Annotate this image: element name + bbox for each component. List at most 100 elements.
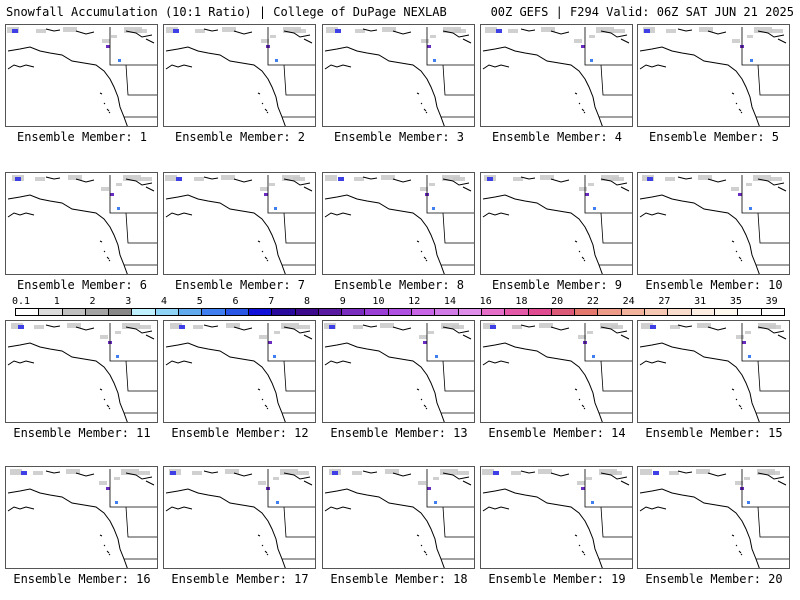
ensemble-member-caption: Ensemble Member: 2 xyxy=(174,130,306,144)
color-scale-box xyxy=(109,309,133,315)
ensemble-map-panel xyxy=(163,24,316,127)
color-scale-box xyxy=(39,309,63,315)
color-scale-box xyxy=(179,309,203,315)
ensemble-member-caption: Ensemble Member: 10 xyxy=(645,278,783,292)
color-scale-box xyxy=(575,309,599,315)
color-scale-box xyxy=(435,309,459,315)
ensemble-map-panel xyxy=(163,320,316,423)
ensemble-map-panel xyxy=(637,466,790,569)
ensemble-member-caption: Ensemble Member: 13 xyxy=(330,426,468,440)
ensemble-member-caption: Ensemble Member: 5 xyxy=(648,130,780,144)
color-scale-label: 27 xyxy=(658,296,671,307)
color-scale-label: 35 xyxy=(729,296,742,307)
ensemble-map-panel xyxy=(322,466,475,569)
color-scale-label: 1 xyxy=(53,296,60,307)
ensemble-map-panel xyxy=(480,172,633,275)
color-scale-box xyxy=(645,309,669,315)
ensemble-map-panel xyxy=(480,24,633,127)
ensemble-map-panel xyxy=(5,466,158,569)
ensemble-member-caption: Ensemble Member: 12 xyxy=(171,426,309,440)
color-scale-box xyxy=(365,309,389,315)
color-scale-box xyxy=(761,309,784,315)
ensemble-member-caption: Ensemble Member: 16 xyxy=(13,572,151,586)
color-scale-label: 31 xyxy=(694,296,707,307)
color-scale-box xyxy=(132,309,156,315)
ensemble-map-panel xyxy=(637,320,790,423)
color-scale-box xyxy=(528,309,552,315)
color-scale-box xyxy=(598,309,622,315)
color-scale-box xyxy=(668,309,692,315)
ensemble-map-panel xyxy=(637,24,790,127)
ensemble-map-panel xyxy=(322,24,475,127)
color-scale-box xyxy=(481,309,506,315)
ensemble-member-caption: Ensemble Member: 20 xyxy=(645,572,783,586)
ensemble-member-caption: Ensemble Member: 11 xyxy=(13,426,151,440)
color-scale-label: 20 xyxy=(551,296,564,307)
ensemble-map-panel xyxy=(5,24,158,127)
ensemble-member-caption: Ensemble Member: 1 xyxy=(16,130,148,144)
ensemble-member-caption: Ensemble Member: 14 xyxy=(488,426,626,440)
color-scale-box xyxy=(621,309,646,315)
ensemble-map-panel xyxy=(637,172,790,275)
ensemble-map-panel xyxy=(5,172,158,275)
ensemble-member-caption: Ensemble Member: 7 xyxy=(174,278,306,292)
color-scale-label: 39 xyxy=(765,296,778,307)
color-scale-label: 6 xyxy=(232,296,239,307)
ensemble-member-caption: Ensemble Member: 18 xyxy=(330,572,468,586)
color-scale-box xyxy=(202,309,226,315)
model-run-info: 00Z GEFS | F294 Valid: 06Z SAT JUN 21 20… xyxy=(490,5,794,19)
color-scale-labels: 0.1 1 2 3 4 5 6 7 8 9 10 12 14 16 18 20 22 24 27 31 35 39 xyxy=(11,296,785,308)
ensemble-member-caption: Ensemble Member: 19 xyxy=(488,572,626,586)
ensemble-member-caption: Ensemble Member: 4 xyxy=(491,130,623,144)
ensemble-map-panel xyxy=(5,320,158,423)
ensemble-map-panel xyxy=(480,466,633,569)
color-scale-box xyxy=(551,309,576,315)
color-scale-box xyxy=(458,309,482,315)
color-scale-label: 12 xyxy=(408,296,421,307)
color-scale-label: 18 xyxy=(515,296,528,307)
color-scale-box xyxy=(272,309,296,315)
color-scale-legend: 0.1 1 2 3 4 5 6 7 8 9 10 12 14 16 18 20 22 24 27 31 35 39 xyxy=(11,296,785,316)
color-scale-label: 10 xyxy=(372,296,385,307)
ensemble-map-panel xyxy=(322,320,475,423)
color-scale-box xyxy=(295,309,319,315)
color-scale-box xyxy=(388,309,413,315)
ensemble-member-caption: Ensemble Member: 9 xyxy=(491,278,623,292)
color-scale-box xyxy=(342,309,366,315)
color-scale-boxes xyxy=(15,308,785,316)
chart-title: Snowfall Accumulation (10:1 Ratio) | Col… xyxy=(6,5,447,19)
ensemble-map-panel xyxy=(163,466,316,569)
color-scale-box xyxy=(738,309,762,315)
color-scale-label: 16 xyxy=(479,296,492,307)
color-scale-label: 14 xyxy=(443,296,456,307)
color-scale-label: 0.1 xyxy=(11,296,31,307)
color-scale-label: 5 xyxy=(196,296,203,307)
color-scale-box xyxy=(85,309,110,315)
ensemble-map-panel xyxy=(163,172,316,275)
ensemble-member-caption: Ensemble Member: 8 xyxy=(333,278,465,292)
color-scale-box xyxy=(62,309,86,315)
ensemble-member-caption: Ensemble Member: 3 xyxy=(333,130,465,144)
color-scale-box xyxy=(318,309,343,315)
ensemble-map-panel xyxy=(480,320,633,423)
color-scale-box xyxy=(225,309,249,315)
color-scale-label: 3 xyxy=(125,296,132,307)
color-scale-box xyxy=(16,309,40,315)
color-scale-label: 8 xyxy=(303,296,310,307)
color-scale-label: 24 xyxy=(622,296,635,307)
color-scale-label: 7 xyxy=(268,296,275,307)
color-scale-box xyxy=(691,309,715,315)
color-scale-box xyxy=(505,309,529,315)
ensemble-member-caption: Ensemble Member: 17 xyxy=(171,572,309,586)
color-scale-box xyxy=(714,309,739,315)
color-scale-box xyxy=(412,309,436,315)
color-scale-box xyxy=(248,309,273,315)
ensemble-member-caption: Ensemble Member: 15 xyxy=(645,426,783,440)
color-scale-label: 2 xyxy=(89,296,96,307)
color-scale-label: 4 xyxy=(160,296,167,307)
color-scale-box xyxy=(155,309,180,315)
color-scale-label: 22 xyxy=(586,296,599,307)
color-scale-label: 9 xyxy=(339,296,346,307)
ensemble-member-caption: Ensemble Member: 6 xyxy=(16,278,148,292)
ensemble-map-panel xyxy=(322,172,475,275)
